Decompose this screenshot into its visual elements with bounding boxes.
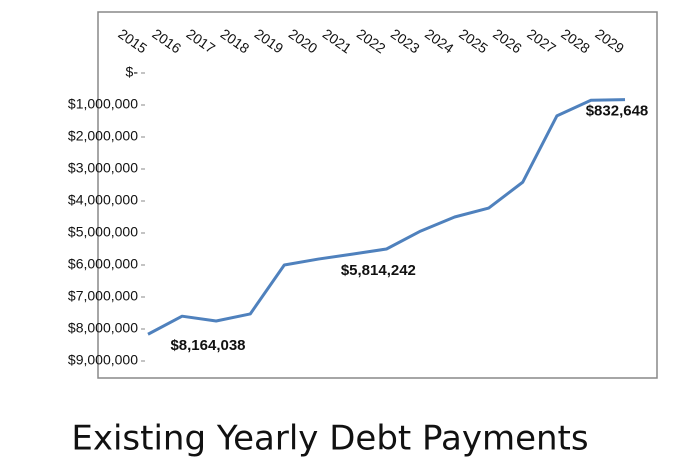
y-tick-label: $5,000,000 — [68, 224, 138, 240]
chart-body: Existing Yearly Debt Payments $- $1,000,0… — [68, 11, 658, 459]
y-tick-label: $2,000,000 — [68, 128, 138, 144]
chart-frame — [97, 11, 658, 379]
y-tick-label: $1,000,000 — [68, 96, 138, 112]
y-tick-label: $7,000,000 — [68, 288, 138, 304]
data-label: $832,648 — [586, 103, 649, 120]
y-tick-label: $8,000,000 — [68, 320, 138, 336]
y-tick-label: $4,000,000 — [68, 192, 138, 208]
data-label: $8,164,038 — [170, 337, 245, 354]
y-tick-label: $- — [126, 64, 139, 80]
y-tick-label: $9,000,000 — [68, 352, 138, 368]
y-tick-label: $6,000,000 — [68, 256, 138, 272]
chart-title: Existing Yearly Debt Payments — [71, 419, 588, 459]
data-line — [147, 98, 626, 336]
data-label: $5,814,242 — [341, 262, 416, 279]
y-tick-label: $3,000,000 — [68, 160, 138, 176]
